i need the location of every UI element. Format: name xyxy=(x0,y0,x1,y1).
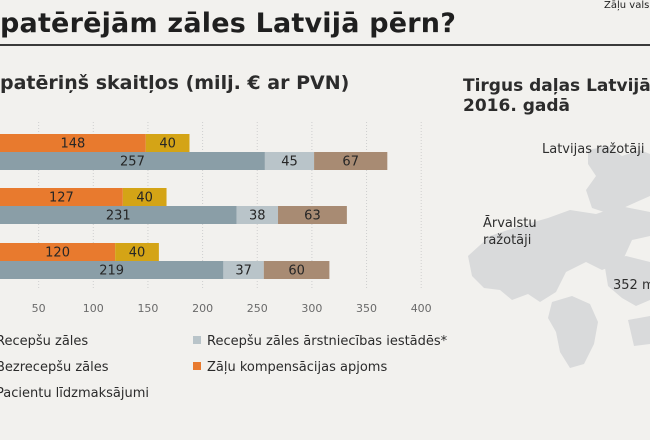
x-tick-label: 200 xyxy=(192,302,213,315)
bar-segment-hospital xyxy=(223,261,264,279)
data-label: 37 xyxy=(235,264,252,279)
bar-segment-rx xyxy=(0,206,237,224)
market-share-title-2: 2016. gadā xyxy=(463,96,570,116)
world-map-shapes xyxy=(468,146,650,368)
label-foreign-producers-2: ražotāji xyxy=(483,233,532,248)
title-divider xyxy=(0,44,650,46)
data-label: 231 xyxy=(106,209,131,224)
x-tick-label: 150 xyxy=(137,302,158,315)
bar-segment-rx xyxy=(0,152,265,170)
x-tick-label: 400 xyxy=(411,302,432,315)
data-label: 120 xyxy=(45,246,70,261)
label-local-producers: Latvijas ražotāji xyxy=(542,142,645,157)
x-tick-label: 300 xyxy=(301,302,322,315)
data-label: 148 xyxy=(60,137,85,152)
legend-item-rx: Recepšu zāles xyxy=(0,334,88,349)
chart-subtitle: patēriņš skaitļos (milj. € ar PVN) xyxy=(0,72,350,94)
data-label: 45 xyxy=(281,155,298,170)
bar-segment-copay xyxy=(314,152,388,170)
data-label: 40 xyxy=(129,246,146,261)
legend-label-copay: Pacientu līdzmaksājumi xyxy=(0,386,150,401)
legend-label-rx: Recepšu zāles xyxy=(0,334,89,349)
data-label: 40 xyxy=(136,191,153,206)
x-tick-label: 100 xyxy=(83,302,104,315)
page-title: patērējām zāles Latvijā pērn? xyxy=(0,8,457,39)
legend-label-otc: Bezrecepšu zāles xyxy=(0,360,109,375)
bar-segment-hospital xyxy=(236,206,279,224)
data-label: 40 xyxy=(159,137,176,152)
data-label: 67 xyxy=(342,155,359,170)
data-label: 60 xyxy=(288,264,305,279)
bar-segment-copay xyxy=(278,206,347,224)
bar-segment-otc xyxy=(115,243,159,261)
data-label: 38 xyxy=(249,209,266,224)
legend-swatch-compensation xyxy=(193,362,201,370)
legend-item-copay: Pacientu līdzmaksājumi xyxy=(0,386,149,401)
legend-item-hospital: Recepšu zāles ārstniecības iestādēs* xyxy=(193,334,447,349)
data-label: 127 xyxy=(49,191,74,206)
legend-item-compensation: Zāļu kompensācijas apjoms xyxy=(193,360,387,375)
bar-segment-compensation xyxy=(0,243,116,261)
data-label: 257 xyxy=(120,155,145,170)
x-tick-label: 250 xyxy=(247,302,268,315)
bar-segment-compensation xyxy=(0,188,123,206)
legend-item-otc: Bezrecepšu zāles xyxy=(0,360,109,375)
market-share-title-1: Tirgus daļas Latvijā xyxy=(463,76,650,96)
legend-swatch-hospital xyxy=(193,336,201,344)
bar-segment-copay xyxy=(263,261,330,279)
bar-segment-hospital xyxy=(264,152,315,170)
legend-label-hospital: Recepšu zāles ārstniecības iestādēs* xyxy=(207,334,448,349)
label-market-value: 352 m xyxy=(613,278,650,293)
bar-segment-otc xyxy=(122,188,167,206)
x-tick-label: 50 xyxy=(32,302,46,315)
data-label: 63 xyxy=(304,209,321,224)
legend-label-compensation: Zāļu kompensācijas apjoms xyxy=(207,360,388,375)
bar-segment-compensation xyxy=(0,134,146,152)
bar-segment-rx xyxy=(0,261,224,279)
label-foreign-producers-1: Ārvalstu xyxy=(483,216,537,231)
source-note: Zāļu vals xyxy=(604,0,650,11)
x-tick-label: 350 xyxy=(356,302,377,315)
data-label: 219 xyxy=(99,264,124,279)
bar-segment-otc xyxy=(145,134,190,152)
